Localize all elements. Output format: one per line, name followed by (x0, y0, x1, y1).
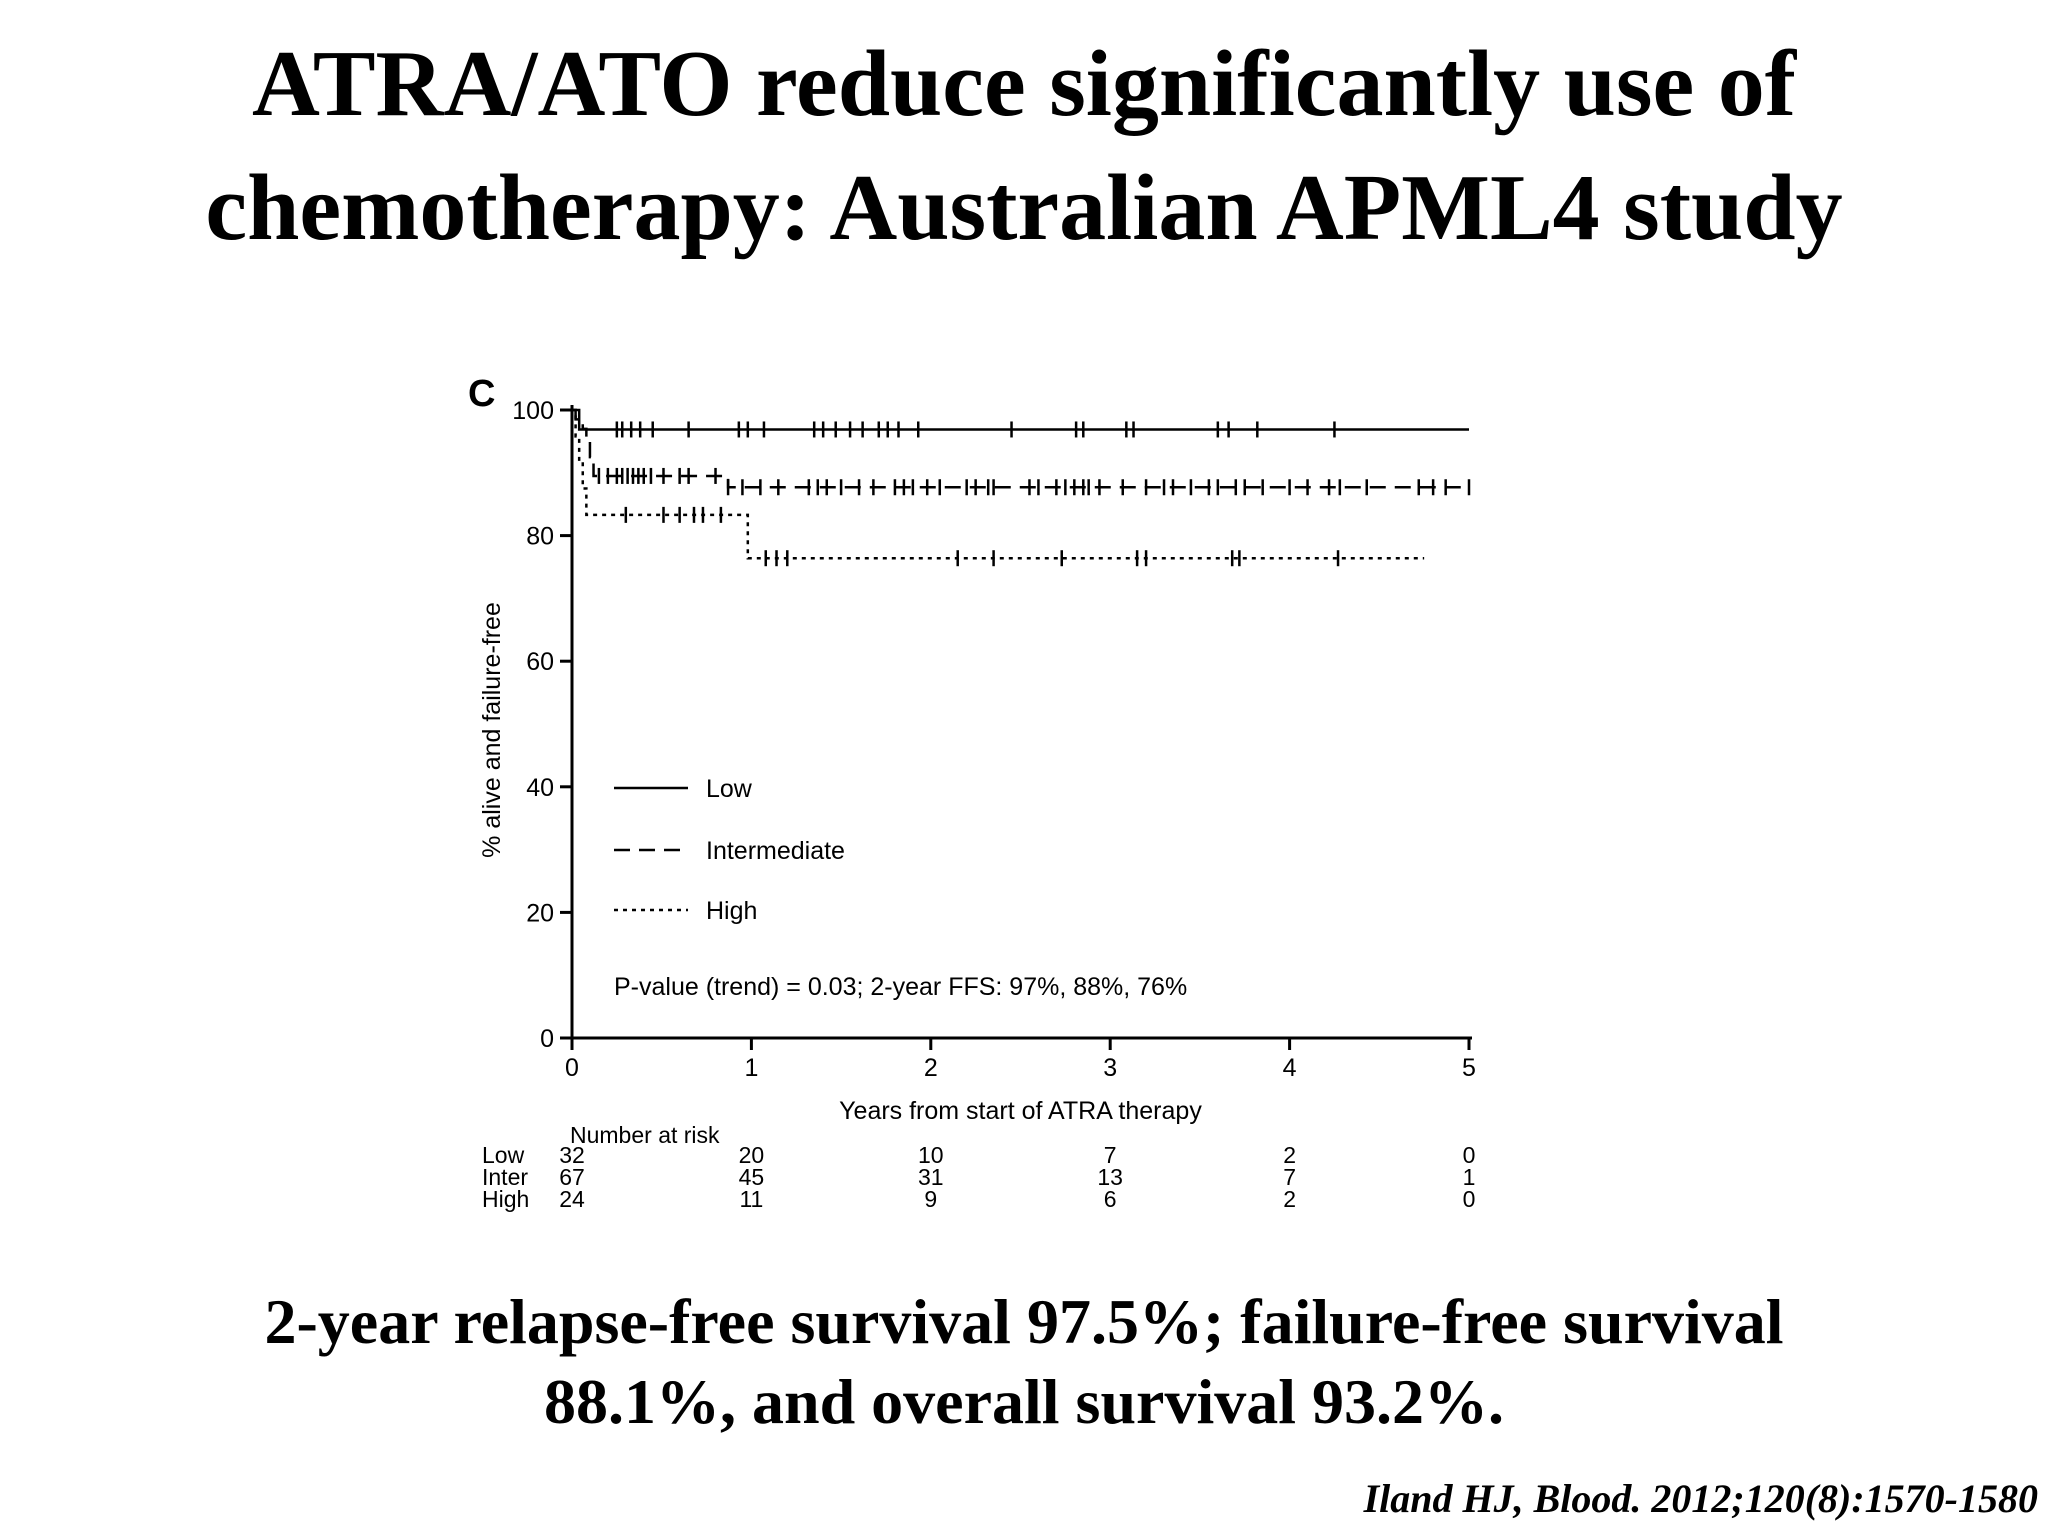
risk-count: 24 (559, 1186, 585, 1212)
curve-high (572, 408, 1425, 560)
x-tick-label: 5 (1462, 1054, 1476, 1082)
risk-count: 2 (1283, 1186, 1296, 1212)
y-tick-label: 60 (526, 648, 554, 676)
summary-line-1: 2-year relapse-free survival 97.5%; fail… (264, 1286, 1784, 1357)
citation: Iland HJ, Blood. 2012;120(8):1570-1580 (1363, 1476, 2038, 1521)
panel-label: C (468, 373, 495, 415)
chart-legend: Low Intermediate High P-value (trend) = 0.0… (614, 775, 1187, 1001)
x-tick-label: 3 (1103, 1054, 1117, 1082)
y-tick-label: 100 (512, 397, 554, 425)
slide-title: ATRA/ATO reduce significantly use of che… (0, 22, 2048, 270)
risk-count: 67 (559, 1164, 585, 1190)
summary-text: 2-year relapse-free survival 97.5%; fail… (0, 1282, 2048, 1442)
x-axis-label: Years from start of ATRA therapy (839, 1097, 1202, 1125)
y-tick-label: 20 (526, 899, 554, 927)
risk-count: 31 (918, 1164, 944, 1190)
risk-count: 7 (1104, 1142, 1117, 1168)
x-tick-label: 1 (744, 1054, 758, 1082)
chart-labels: Years from start of ATRA therapy % alive … (468, 373, 1202, 1125)
y-axis-label: % alive and failure-free (478, 602, 506, 858)
legend-label-low: Low (706, 775, 753, 803)
risk-table-title: Number at risk (570, 1122, 720, 1148)
p-value-annotation: P-value (trend) = 0.03; 2-year FFS: 97%,… (614, 973, 1187, 1001)
risk-count: 6 (1104, 1186, 1117, 1212)
risk-count: 0 (1463, 1142, 1476, 1168)
y-tick-label: 40 (526, 774, 554, 802)
risk-count: 10 (918, 1142, 944, 1168)
risk-count: 20 (739, 1142, 765, 1168)
slide-title-line-1: ATRA/ATO reduce significantly use of (251, 32, 1797, 136)
curve-intermediate (572, 408, 1469, 489)
risk-row-label: Low (482, 1142, 525, 1168)
x-tick-label: 0 (565, 1054, 579, 1082)
chart-axes: 0 20 40 60 80 100 0 1 2 3 4 5 (512, 397, 1476, 1082)
y-tick-label: 0 (540, 1025, 554, 1053)
slide-title-line-2: chemotherapy: Australian APML4 study (205, 156, 1843, 260)
summary-line-2: 88.1%, and overall survival 93.2%. (543, 1366, 1505, 1437)
risk-count: 1 (1463, 1164, 1476, 1190)
risk-row-label: Inter (482, 1164, 528, 1190)
risk-count: 0 (1463, 1186, 1476, 1212)
risk-count: 7 (1283, 1164, 1296, 1190)
risk-count: 13 (1097, 1164, 1123, 1190)
risk-count: 11 (739, 1186, 763, 1212)
risk-count: 9 (924, 1186, 937, 1212)
risk-count: 45 (739, 1164, 765, 1190)
x-tick-label: 2 (924, 1054, 938, 1082)
risk-count: 2 (1283, 1142, 1296, 1168)
risk-count: 32 (559, 1142, 585, 1168)
y-tick-label: 80 (526, 523, 554, 551)
legend-label-high: High (706, 897, 757, 925)
risk-row-label: High (482, 1186, 529, 1212)
x-tick-label: 4 (1283, 1054, 1297, 1082)
legend-label-intermediate: Intermediate (706, 837, 845, 865)
survival-curves (572, 408, 1471, 567)
